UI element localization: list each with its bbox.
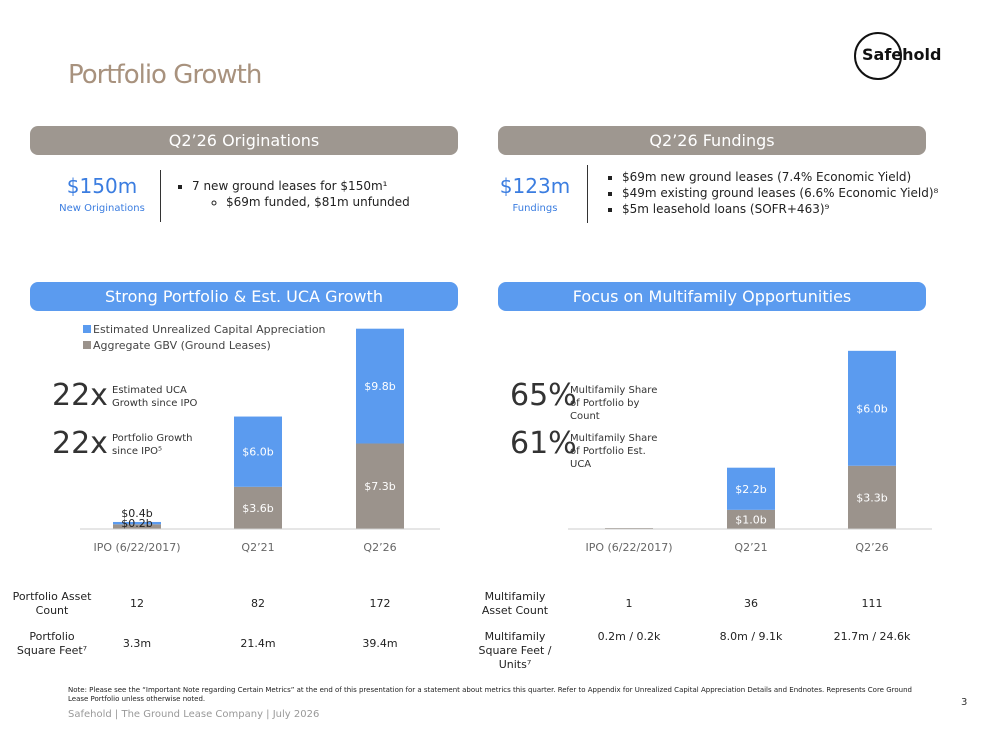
data-label: $1.0b [735,513,766,526]
bullet: $69m new ground leases (7.4% Economic Yi… [622,169,938,185]
bar-segment [234,416,282,487]
data-label: $0.4b [121,507,152,520]
stat-value: 61% [510,426,577,461]
bar-segment [727,509,775,529]
divider [160,170,161,222]
section-header: Q2’26 Fundings [498,126,926,155]
x-tick-label: Q2’26 [363,541,397,554]
data-label: $0.2b [121,517,152,530]
x-tick-label: Q2’21 [241,541,275,554]
chart-title: Strong Portfolio & Est. UCA Growth [30,282,458,311]
stat-value: 22x [52,378,108,413]
data-label: $3.6b [242,502,273,515]
bar-segment [727,467,775,510]
amount-label: New Originations [59,203,145,214]
logo: Safehold [862,45,942,64]
bar-segment [356,328,404,444]
stat-value: 65% [510,378,577,413]
data-label: $6.0b [856,402,887,415]
amount: $150m [66,174,138,198]
cell: 0.2m / 0.2k [597,630,661,643]
bullet: 7 new ground leases for $150m¹ [192,178,410,194]
cell: 111 [861,597,883,610]
cell: 21.4m [240,637,276,650]
cell: 3.3m [122,637,152,650]
cell: 1 [625,597,633,610]
cell: 39.4m [362,637,398,650]
cell: 172 [369,597,391,610]
footnote: Note: Please see the “Important Note reg… [68,686,912,703]
bullets: $69m new ground leases (7.4% Economic Yi… [606,169,938,217]
stat-label: Portfolio Growth since IPO⁵ [112,433,193,457]
page-number: 3 [961,697,968,708]
bar-segment [356,443,404,529]
cell: 21.7m / 24.6k [833,630,911,643]
stat-label: Estimated UCA Growth since IPO [112,385,198,409]
data-label: $6.0b [242,446,273,459]
stat-label: Multifamily Share of Portfolio Est. UCA [570,433,658,470]
bar-segment [848,465,896,529]
x-tick-label: Q2’21 [734,541,768,554]
cell: 8.0m / 9.1k [719,630,783,643]
x-tick-label: Q2’26 [855,541,889,554]
data-label: $9.8b [364,380,395,393]
bar-segment [848,350,896,466]
stat-value: 22x [52,426,108,461]
cell: 12 [130,597,144,610]
amount: $123m [499,174,571,198]
bar-segment [113,521,161,525]
section-header: Q2’26 Originations [30,126,458,155]
cell: 82 [251,597,265,610]
x-tick-label: IPO (6/22/2017) [585,541,673,554]
legend-swatch [83,325,91,333]
legend-label: Aggregate GBV (Ground Leases) [93,339,271,352]
stat-label: Multifamily Share of Portfolio by Count [570,385,658,422]
bullet: $5m leasehold loans (SOFR+463)⁹ [622,201,938,217]
cell: 36 [744,597,758,610]
row-label: Portfolio Asset Count [12,590,92,617]
bullet: $49m existing ground leases (6.6% Econom… [622,185,938,201]
data-label: $2.2b [735,483,766,496]
divider [587,165,588,223]
logo-circle [854,32,902,80]
legend-label: Estimated Unrealized Capital Appreciatio… [93,323,326,336]
amount-label: Fundings [512,203,558,214]
bar-segment [234,486,282,529]
legend-swatch [83,341,91,349]
sub-bullet: $69m funded, $81m unfunded [226,194,410,210]
title: Portfolio Growth [68,60,262,90]
row-label: Portfolio Square Feet⁷ [16,630,88,657]
bullets: 7 new ground leases for $150m¹$69m funde… [176,178,410,210]
x-tick-label: IPO (6/22/2017) [93,541,181,554]
data-label: $3.3b [856,491,887,504]
footer: Safehold | The Ground Lease Company | Ju… [68,709,320,720]
row-label: Multifamily Square Feet / Units⁷ [478,630,552,671]
bar-segment [113,524,161,529]
row-label: Multifamily Asset Count [481,590,549,617]
chart-title: Focus on Multifamily Opportunities [498,282,926,311]
data-label: $7.3b [364,480,395,493]
